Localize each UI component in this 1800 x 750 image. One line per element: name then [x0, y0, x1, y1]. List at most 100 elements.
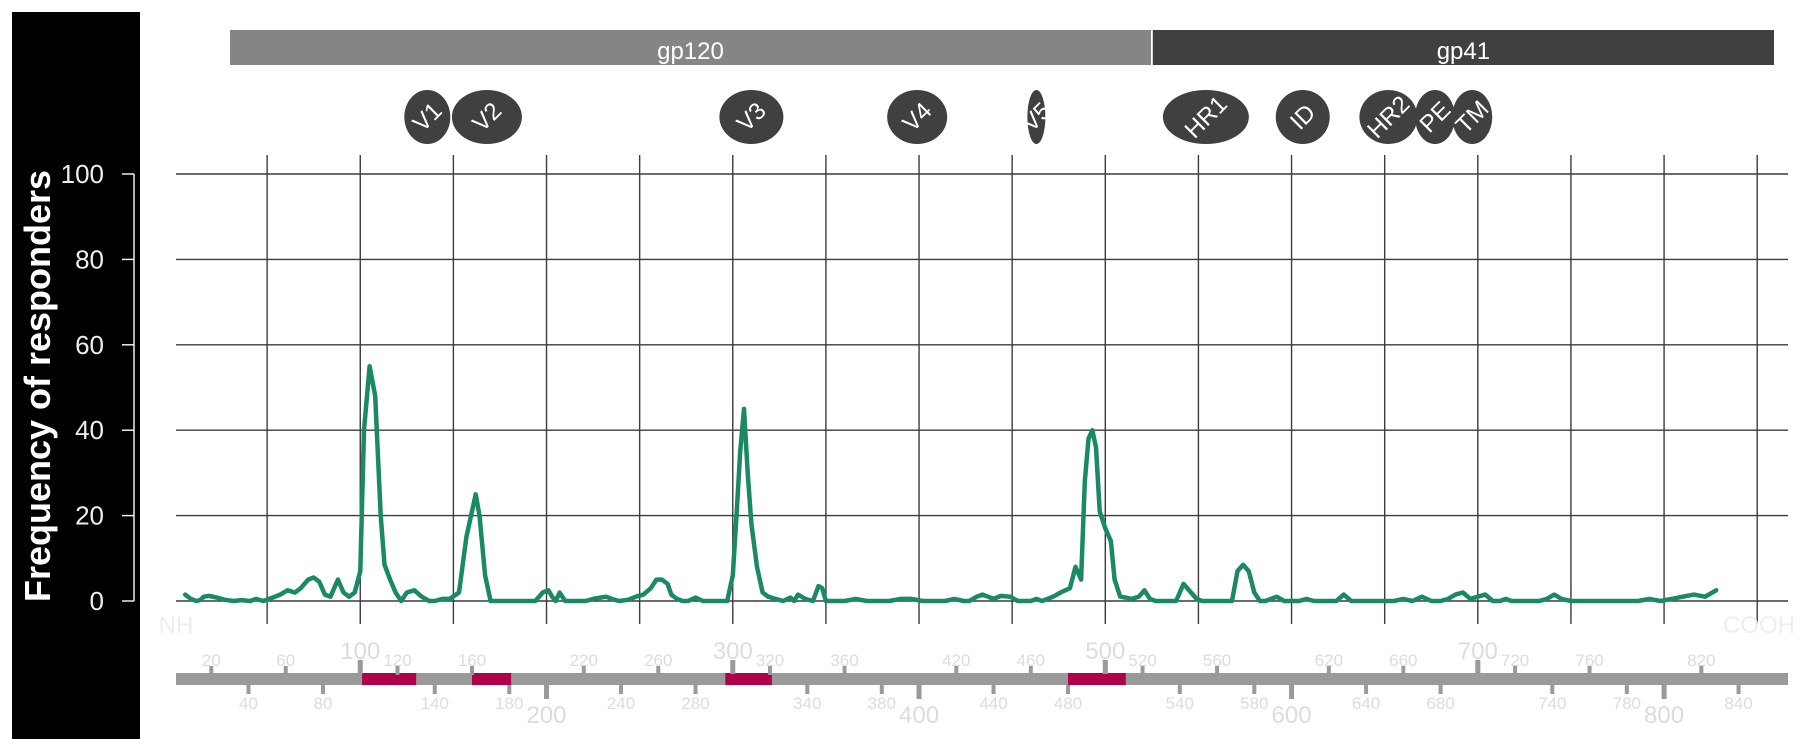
protein-label-gp120: gp120: [657, 38, 724, 65]
ruler-highlight: [362, 673, 417, 685]
ruler-highlight: [1068, 673, 1126, 685]
ruler-label: 640: [1352, 694, 1380, 713]
x-end-label: COOH: [1723, 612, 1795, 639]
ruler-major-label: 100: [340, 638, 380, 665]
protein-label-gp41: gp41: [1437, 38, 1490, 65]
ruler-major-label: 500: [1085, 638, 1125, 665]
ruler-tick: [246, 685, 251, 694]
ruler-label: 220: [570, 651, 598, 670]
ruler-label: 440: [979, 694, 1007, 713]
ruler-label: 240: [607, 694, 635, 713]
ruler-major-label: 800: [1644, 702, 1684, 729]
ruler-label: 740: [1538, 694, 1566, 713]
ruler-label: 620: [1315, 651, 1343, 670]
ruler-tick: [1326, 666, 1331, 675]
y-tick-label: 0: [90, 586, 104, 616]
ruler-tick: [1699, 666, 1704, 675]
ruler-tick: [209, 666, 214, 675]
ruler-tick: [432, 685, 437, 694]
ruler-major-tick: [1289, 685, 1295, 699]
region-marker-v1: [404, 90, 451, 144]
ruler-tick: [1252, 685, 1257, 694]
ruler-tick: [1513, 666, 1518, 675]
ruler-tick: [879, 685, 884, 694]
region-marker-hr1: [1162, 90, 1249, 144]
ruler-highlight: [725, 673, 772, 685]
ruler-label: 540: [1166, 694, 1194, 713]
ruler-tick: [805, 685, 810, 694]
ruler-label: 160: [458, 651, 486, 670]
ruler-label: 260: [644, 651, 672, 670]
region-marker-pe: [1414, 90, 1455, 144]
ruler-label: 20: [202, 651, 221, 670]
ruler-label: 560: [1203, 651, 1231, 670]
y-axis-label: Frequency of responders: [17, 170, 58, 602]
region-marker-v3: [719, 90, 784, 144]
region-marker-tm: [1452, 90, 1493, 144]
region-marker-hr2: [1359, 90, 1418, 144]
region-marker-v4: [887, 90, 948, 144]
ruler-tick: [693, 685, 698, 694]
y-tick-label: 100: [61, 159, 104, 189]
ruler-tick: [395, 666, 400, 675]
ruler-label: 520: [1128, 651, 1156, 670]
data-series: [182, 363, 1719, 604]
ylabel-panel: [12, 12, 140, 739]
ruler-tick: [1736, 685, 1741, 694]
ruler-tick: [1140, 666, 1145, 675]
protein-bar: gp120 gp41: [230, 30, 1774, 65]
ruler-major-tick: [730, 660, 736, 674]
ruler-major-label: 300: [713, 638, 753, 665]
y-tick-label: 60: [75, 330, 104, 360]
ruler-major-tick: [916, 685, 922, 699]
ruler-major-label: 400: [899, 702, 939, 729]
ruler-tick: [581, 666, 586, 675]
x-start-label: NH: [159, 612, 194, 639]
ruler-tick: [991, 685, 996, 694]
ruler-label: 40: [239, 694, 258, 713]
ruler-label: 140: [421, 694, 449, 713]
grid: [176, 155, 1788, 624]
ruler-tick: [1401, 666, 1406, 675]
ruler-label: 420: [942, 651, 970, 670]
region-marker-v2: [451, 90, 522, 144]
ruler-label: 180: [495, 694, 523, 713]
y-tick-label: 20: [75, 501, 104, 531]
ruler-label: 580: [1240, 694, 1268, 713]
ruler-tick: [1215, 666, 1220, 675]
ruler-tick: [954, 666, 959, 675]
ruler-highlight: [472, 673, 512, 685]
hxb2-ruler: 20 40 60 80 120 140 160 180 220 240 260 280 320 340 36…: [176, 638, 1788, 729]
ruler-label: 340: [793, 694, 821, 713]
ruler-major-label: 600: [1272, 702, 1312, 729]
ruler-tick: [1550, 685, 1555, 694]
y-axis: 0 20 40 60 80 100: [61, 159, 135, 616]
ruler-tick: [1028, 666, 1033, 675]
ruler-label: 320: [756, 651, 784, 670]
ruler-major-label: 700: [1458, 638, 1498, 665]
ruler-tick: [619, 685, 624, 694]
ruler-tick: [656, 666, 661, 675]
ruler-label: 80: [314, 694, 333, 713]
ruler-tick: [1066, 685, 1071, 694]
ruler-tick: [842, 666, 847, 675]
series-line: [182, 363, 1719, 604]
ruler-label: 760: [1575, 651, 1603, 670]
ruler-tick: [283, 666, 288, 675]
ruler-major-tick: [1102, 660, 1108, 674]
ruler-tick: [1624, 685, 1629, 694]
ruler-tick: [768, 666, 773, 675]
ruler-label: 480: [1054, 694, 1082, 713]
ruler-label: 660: [1389, 651, 1417, 670]
ruler-label: 380: [868, 694, 896, 713]
ruler-major-tick: [544, 685, 550, 699]
region-label-v5: V5: [1017, 97, 1057, 137]
y-tick-label: 40: [75, 415, 104, 445]
ruler-tick: [1587, 666, 1592, 675]
ruler-major-tick: [357, 660, 363, 674]
ruler-tick: [1438, 685, 1443, 694]
ruler-tick: [1177, 685, 1182, 694]
ruler-label: 460: [1017, 651, 1045, 670]
